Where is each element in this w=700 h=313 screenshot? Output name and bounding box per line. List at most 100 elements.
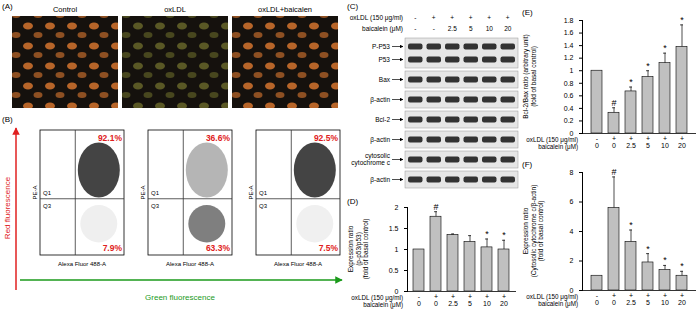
svg-text:Q1: Q1 — [151, 190, 160, 196]
svg-text:0: 0 — [395, 288, 399, 295]
svg-text:Bcl-2: Bcl-2 — [375, 116, 390, 123]
svg-text:Q3: Q3 — [43, 203, 52, 209]
svg-text:1.6: 1.6 — [564, 29, 574, 36]
svg-text:+: + — [506, 14, 510, 21]
svg-text:P-P53: P-P53 — [372, 43, 390, 50]
svg-text:92.5%: 92.5% — [314, 133, 339, 143]
svg-text:oxLDL (150 μg/ml): oxLDL (150 μg/ml) — [350, 14, 403, 22]
svg-text:+0: +0 — [612, 292, 616, 306]
svg-text:+2.5: +2.5 — [626, 292, 636, 306]
svg-text:6: 6 — [570, 198, 574, 205]
svg-text:10: 10 — [486, 25, 494, 32]
svg-text:Q3: Q3 — [259, 203, 268, 209]
svg-text:*: * — [680, 15, 684, 25]
svg-text:+20: +20 — [678, 135, 686, 149]
svg-text:*: * — [629, 77, 633, 87]
svg-text:*: * — [502, 230, 506, 240]
svg-text:36.6%: 36.6% — [206, 133, 231, 143]
svg-text:(B): (B) — [2, 115, 13, 124]
svg-text:+0: +0 — [434, 293, 438, 307]
svg-text:+2.5: +2.5 — [626, 135, 636, 149]
svg-text:β-actin: β-actin — [370, 136, 390, 144]
svg-text:+5: +5 — [646, 135, 650, 149]
svg-text:baicalein (μM): baicalein (μM) — [538, 300, 578, 308]
svg-text:*: * — [646, 244, 650, 254]
svg-text:7.5%: 7.5% — [319, 243, 339, 253]
svg-text:+: + — [487, 14, 491, 21]
svg-text:*: * — [646, 61, 650, 71]
svg-text:baicalein (μM): baicalein (μM) — [538, 143, 578, 151]
svg-text:0.6: 0.6 — [564, 92, 574, 99]
svg-text:1.8: 1.8 — [564, 17, 574, 24]
svg-text:63.3%: 63.3% — [206, 243, 231, 253]
svg-text:2: 2 — [395, 204, 399, 211]
svg-text:Q1: Q1 — [259, 190, 268, 196]
svg-text:#: # — [611, 98, 616, 108]
svg-text:1: 1 — [395, 246, 399, 253]
svg-text:20: 20 — [504, 25, 512, 32]
svg-text:-0: -0 — [417, 293, 421, 307]
svg-text:0.2: 0.2 — [564, 117, 574, 124]
svg-text:P53: P53 — [378, 56, 390, 63]
svg-text:0.8: 0.8 — [564, 80, 574, 87]
svg-text:0.4: 0.4 — [564, 105, 574, 112]
svg-text:Alexa Fluor 488-A: Alexa Fluor 488-A — [274, 261, 322, 267]
svg-text:Red fluorescence: Red fluorescence — [3, 176, 12, 239]
svg-text:0: 0 — [570, 130, 574, 137]
svg-text:+: + — [450, 14, 454, 21]
svg-text:-: - — [414, 25, 416, 32]
svg-text:Control: Control — [53, 5, 78, 14]
svg-text:1.4: 1.4 — [564, 42, 574, 49]
svg-text:(C): (C) — [347, 2, 358, 11]
svg-text:92.1%: 92.1% — [98, 133, 123, 143]
svg-text:#: # — [611, 167, 616, 177]
svg-text:-0: -0 — [595, 292, 599, 306]
svg-text:+2.5: +2.5 — [448, 293, 458, 307]
svg-text:1: 1 — [570, 67, 574, 74]
svg-text:PE-A: PE-A — [248, 185, 254, 199]
svg-text:Expression ratio(Cytosolic cyt: Expression ratio(Cytosolic cytochrome c/… — [522, 185, 545, 278]
svg-text:+10: +10 — [483, 293, 491, 307]
svg-text:(F): (F) — [522, 160, 533, 169]
svg-text:β-actin: β-actin — [370, 176, 390, 184]
svg-text:-: - — [433, 25, 435, 32]
svg-text:Bax: Bax — [379, 76, 391, 83]
svg-text:+: + — [432, 14, 436, 21]
svg-text:baicalein (μM): baicalein (μM) — [362, 25, 403, 33]
svg-text:(A): (A) — [2, 2, 13, 11]
svg-text:*: * — [485, 229, 489, 239]
svg-text:4: 4 — [570, 228, 574, 235]
svg-text:(D): (D) — [347, 197, 358, 206]
svg-text:+0: +0 — [612, 135, 616, 149]
svg-text:1.2: 1.2 — [564, 54, 574, 61]
svg-text:*: * — [680, 261, 684, 271]
svg-text:#: # — [433, 202, 438, 212]
svg-text:Bcl-2/Bax ratio (arbitrary uni: Bcl-2/Bax ratio (arbitrary unit)(fold of… — [522, 34, 538, 119]
svg-text:8: 8 — [570, 169, 574, 176]
svg-text:+20: +20 — [500, 293, 508, 307]
svg-text:+5: +5 — [468, 293, 472, 307]
svg-text:Expression ratio(p-p53/p53)(fo: Expression ratio(p-p53/p53)(fold of basa… — [347, 219, 370, 280]
svg-text:2: 2 — [570, 257, 574, 264]
svg-text:PE-A: PE-A — [140, 185, 146, 199]
svg-text:PE-A: PE-A — [32, 185, 38, 199]
svg-text:+20: +20 — [678, 292, 686, 306]
svg-text:oxLDL+baicalen: oxLDL+baicalen — [258, 5, 312, 14]
svg-text:*: * — [629, 220, 633, 230]
svg-text:β-actin: β-actin — [370, 96, 390, 104]
svg-text:+10: +10 — [661, 135, 669, 149]
svg-text:Alexa Fluor 488-A: Alexa Fluor 488-A — [58, 261, 106, 267]
svg-text:-0: -0 — [595, 135, 599, 149]
svg-text:+10: +10 — [661, 292, 669, 306]
svg-text:Q3: Q3 — [151, 203, 160, 209]
svg-text:oxLDL (150 μg/ml): oxLDL (150 μg/ml) — [351, 294, 403, 302]
svg-text:0.5: 0.5 — [389, 267, 399, 274]
svg-text:7.9%: 7.9% — [103, 243, 123, 253]
svg-text:Alexa Fluor 488-A: Alexa Fluor 488-A — [166, 261, 214, 267]
svg-text:baicalein (μM): baicalein (μM) — [363, 301, 403, 309]
svg-text:0: 0 — [570, 287, 574, 294]
svg-text:Green fluorescence: Green fluorescence — [145, 293, 215, 302]
svg-text:5: 5 — [469, 25, 473, 32]
svg-text:Q1: Q1 — [43, 190, 52, 196]
svg-text:(E): (E) — [522, 8, 533, 17]
